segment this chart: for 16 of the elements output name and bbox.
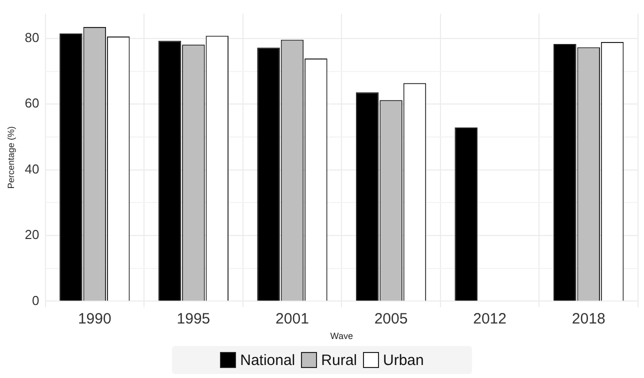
x-tick-label: 2005	[374, 310, 408, 328]
x-tick-label: 1995	[176, 310, 210, 328]
y-tick-label: 40	[24, 161, 40, 176]
y-axis-title: Percentage (%)	[6, 126, 16, 189]
legend-label: National	[240, 352, 296, 368]
y-tick-label: 60	[24, 96, 40, 111]
text: Urban	[383, 352, 424, 368]
y-tick-label: 80	[24, 30, 40, 46]
y-tick-label: 20	[24, 227, 40, 242]
x-tick-label: 2018	[572, 310, 606, 328]
x-tick-label: 2001	[276, 310, 309, 328]
x-axis-title: Wave	[330, 331, 353, 342]
legend-label: Rural	[321, 352, 358, 368]
x-tick-label: 1990	[78, 310, 112, 328]
x-tick-label: 2012	[473, 310, 507, 328]
y-tick-label: 0	[32, 292, 40, 308]
